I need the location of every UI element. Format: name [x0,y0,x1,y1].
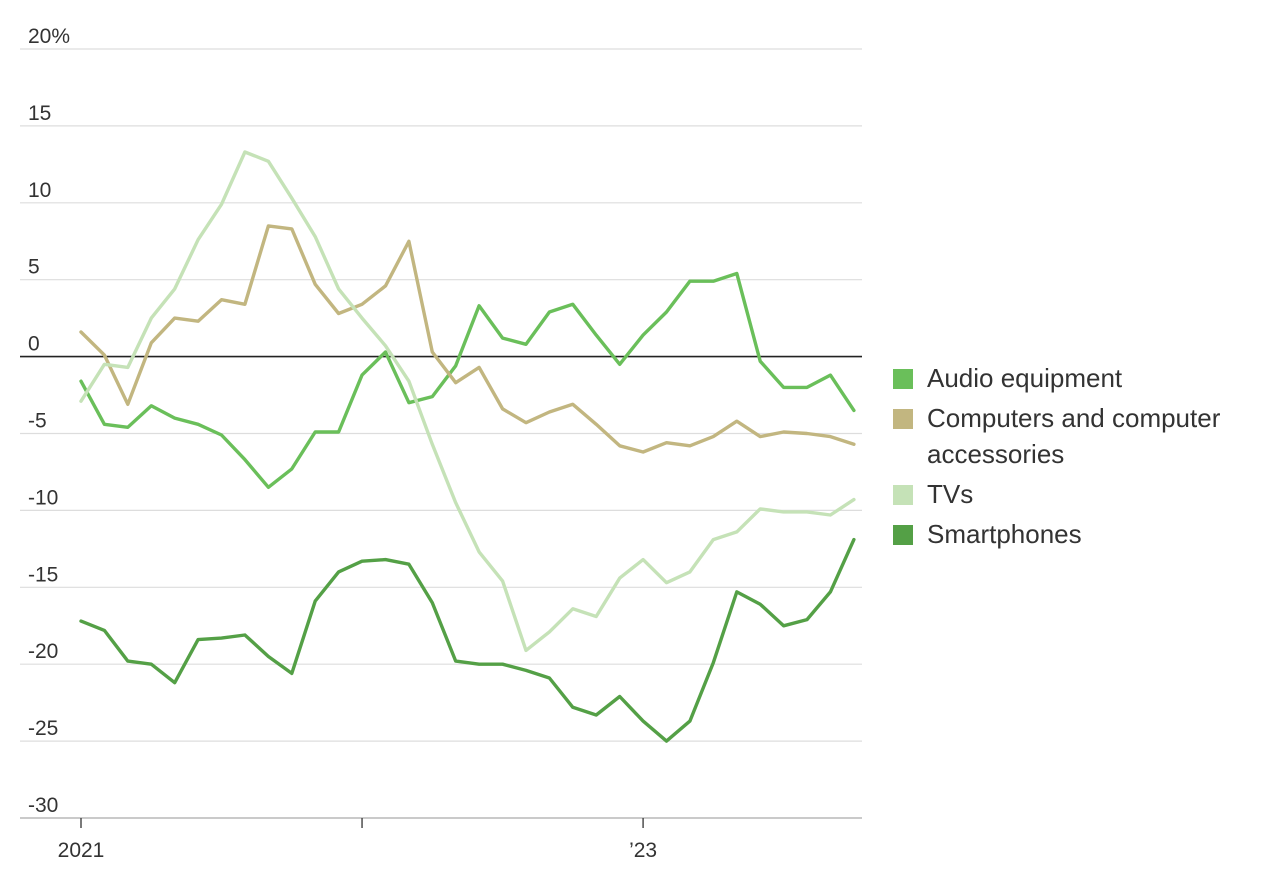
y-tick-label: -5 [28,410,47,433]
legend-label: Smartphones [927,519,1082,549]
legend-label: Audio equipment [927,363,1123,393]
legend-item: Audio equipment [890,360,1270,396]
y-tick-label: 20% [28,25,70,48]
legend-swatch [893,525,913,545]
legend-label: TVs [927,479,974,509]
x-tick-label: ’23 [629,839,657,862]
y-tick-label: -20 [28,640,58,663]
legend-swatch [893,409,913,429]
series-line [79,224,856,454]
y-tick-label: 0 [28,333,40,356]
x-tick-label: 2021 [58,839,105,862]
y-tick-label: -30 [28,794,58,817]
legend-label: Computers and computer accessories [927,403,1221,469]
legend-item: Smartphones [890,516,1270,552]
legend-swatch [893,485,913,505]
series-line [79,150,856,653]
legend: Audio equipment Computers and computer ac… [890,360,1270,556]
series-line [79,537,856,743]
series-line [79,271,856,489]
y-tick-label: 5 [28,256,40,279]
y-tick-label: -10 [28,486,58,509]
legend-swatch [893,369,913,389]
legend-item: TVs [890,476,1270,512]
legend-item: Computers and computer accessories [890,400,1270,472]
y-tick-label: -15 [28,563,58,586]
y-tick-label: 10 [28,179,51,202]
y-tick-label: 15 [28,102,51,125]
y-tick-label: -25 [28,717,58,740]
